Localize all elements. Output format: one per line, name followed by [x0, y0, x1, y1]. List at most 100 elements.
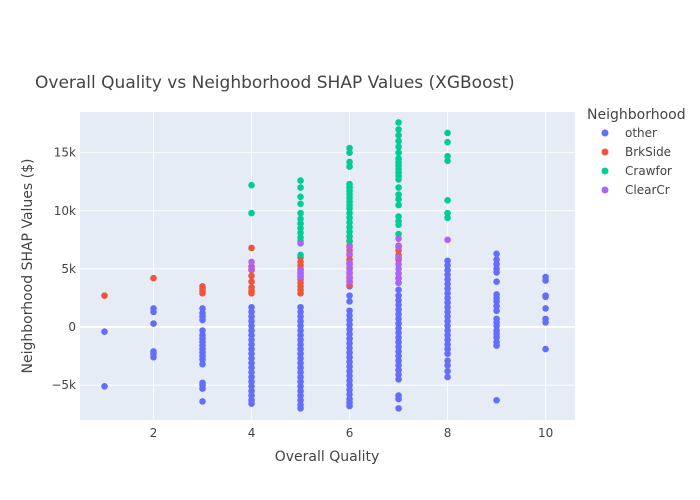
series-crawfor — [248, 119, 451, 259]
data-point — [395, 143, 402, 151]
data-point — [297, 251, 304, 259]
data-point — [297, 327, 304, 334]
legend-marker — [601, 129, 609, 137]
data-point — [395, 201, 402, 209]
data-point — [395, 221, 402, 229]
plot-area — [80, 112, 575, 420]
data-point — [346, 335, 353, 342]
data-point — [346, 377, 353, 384]
data-point — [346, 219, 353, 226]
data-point — [297, 317, 304, 325]
data-point — [297, 369, 304, 376]
x-tick-label: 2 — [150, 426, 158, 440]
data-point — [395, 296, 402, 304]
data-point — [199, 398, 206, 405]
data-point — [346, 273, 353, 281]
legend-label: Crawfor — [625, 164, 672, 178]
series-clearcr — [248, 235, 451, 287]
data-point — [297, 273, 304, 281]
legend-item-other[interactable]: other — [601, 126, 658, 140]
data-point — [346, 386, 353, 394]
data-point — [395, 310, 402, 318]
data-point — [444, 290, 451, 297]
data-point — [395, 274, 402, 282]
data-point — [297, 341, 304, 348]
data-point — [150, 353, 157, 361]
data-point — [150, 274, 157, 282]
data-point — [297, 373, 304, 381]
data-point — [444, 285, 451, 292]
legend-title: Neighborhood — [587, 107, 686, 123]
data-point — [493, 307, 500, 315]
data-point — [395, 119, 402, 126]
data-point — [346, 223, 353, 231]
data-point — [395, 230, 402, 238]
data-point — [297, 240, 304, 247]
data-point — [248, 258, 255, 266]
legend-item-crawfor[interactable]: Crawfor — [601, 164, 673, 178]
data-point — [444, 280, 451, 288]
data-point — [248, 373, 255, 381]
data-point — [346, 250, 353, 258]
legend-label: other — [625, 126, 657, 140]
data-point — [248, 382, 255, 390]
y-tick-label: −5k — [51, 378, 76, 392]
legend-marker — [601, 148, 609, 156]
x-tick-label: 10 — [538, 426, 553, 440]
x-tick-label: 8 — [444, 426, 452, 440]
data-point — [444, 271, 451, 279]
data-point — [395, 315, 402, 323]
data-point — [493, 269, 500, 276]
data-point — [395, 343, 402, 351]
legend-item-brkside[interactable]: BrkSide — [601, 145, 672, 159]
data-point — [346, 158, 353, 166]
data-point — [297, 184, 304, 191]
data-point — [248, 313, 255, 320]
data-point — [444, 262, 451, 269]
data-point — [444, 357, 451, 365]
data-point — [248, 244, 255, 252]
data-point — [444, 157, 451, 165]
legend-item-clearcr[interactable]: ClearCr — [601, 183, 670, 197]
data-point — [297, 387, 304, 395]
data-point — [395, 253, 402, 261]
data-point — [493, 260, 500, 268]
data-point — [248, 265, 255, 273]
data-point — [346, 269, 353, 276]
data-point — [395, 395, 402, 403]
data-point — [248, 327, 255, 334]
data-point — [297, 303, 304, 311]
data-point — [297, 378, 304, 385]
data-point — [444, 236, 451, 244]
data-point — [199, 290, 206, 297]
data-point — [346, 228, 353, 236]
y-tick-label: 10k — [54, 204, 76, 218]
data-point — [444, 373, 451, 381]
data-point — [346, 312, 353, 319]
data-point — [346, 367, 353, 375]
y-axis-label: Neighborhood SHAP Values ($) — [20, 159, 36, 374]
data-point — [346, 307, 353, 315]
data-point — [346, 326, 353, 333]
data-point — [444, 322, 451, 330]
data-point — [248, 336, 255, 344]
data-point — [346, 363, 353, 370]
data-point — [346, 149, 353, 156]
data-point — [444, 313, 451, 320]
data-point — [395, 357, 402, 365]
data-point — [346, 205, 353, 212]
data-point — [199, 316, 206, 324]
data-point — [199, 305, 206, 312]
data-point — [395, 301, 402, 309]
x-tick-label: 4 — [248, 426, 256, 440]
data-point — [297, 200, 304, 208]
data-point — [297, 177, 304, 184]
data-point — [248, 400, 255, 408]
data-point — [346, 372, 353, 380]
data-point — [493, 298, 500, 305]
data-point — [395, 176, 402, 183]
data-point — [395, 260, 402, 268]
data-point — [297, 355, 304, 362]
data-point — [444, 327, 451, 334]
data-point — [297, 382, 304, 390]
